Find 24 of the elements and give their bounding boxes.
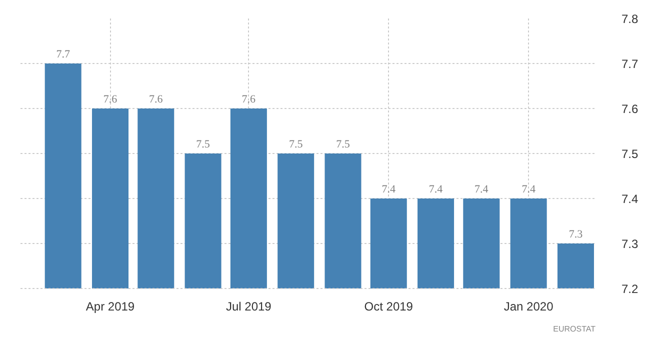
- x-tick-label: Jan 2020: [504, 300, 554, 314]
- data-label: 7.5: [288, 138, 304, 150]
- data-label: 7.3: [568, 228, 584, 240]
- data-label: 7.4: [474, 184, 489, 196]
- x-tick-label: Apr 2019: [86, 300, 135, 314]
- data-label: 7.5: [336, 138, 350, 150]
- data-label: 7.6: [242, 94, 256, 106]
- y-tick-label: 7.7: [622, 57, 639, 71]
- data-label: 7.5: [196, 138, 210, 150]
- data-label: 7.4: [428, 184, 444, 196]
- x-tick-label: Oct 2019: [364, 300, 414, 314]
- y-tick-label: 7.3: [622, 237, 639, 251]
- data-label: 7.7: [56, 48, 70, 60]
- data-label: 7.4: [522, 184, 536, 196]
- y-tick-label: 7.5: [622, 147, 639, 161]
- text: EUROSTAT: [553, 324, 596, 334]
- y-tick-label: 7.8: [622, 12, 639, 26]
- y-tick-label: 7.2: [622, 282, 639, 296]
- data-label: 7.4: [382, 184, 396, 196]
- data-label: 7.6: [103, 94, 118, 106]
- y-tick-label: 7.4: [622, 192, 639, 206]
- y-tick-label: 7.6: [622, 102, 639, 116]
- x-tick-label: Jul 2019: [226, 300, 272, 314]
- data-label: 7.6: [149, 94, 164, 106]
